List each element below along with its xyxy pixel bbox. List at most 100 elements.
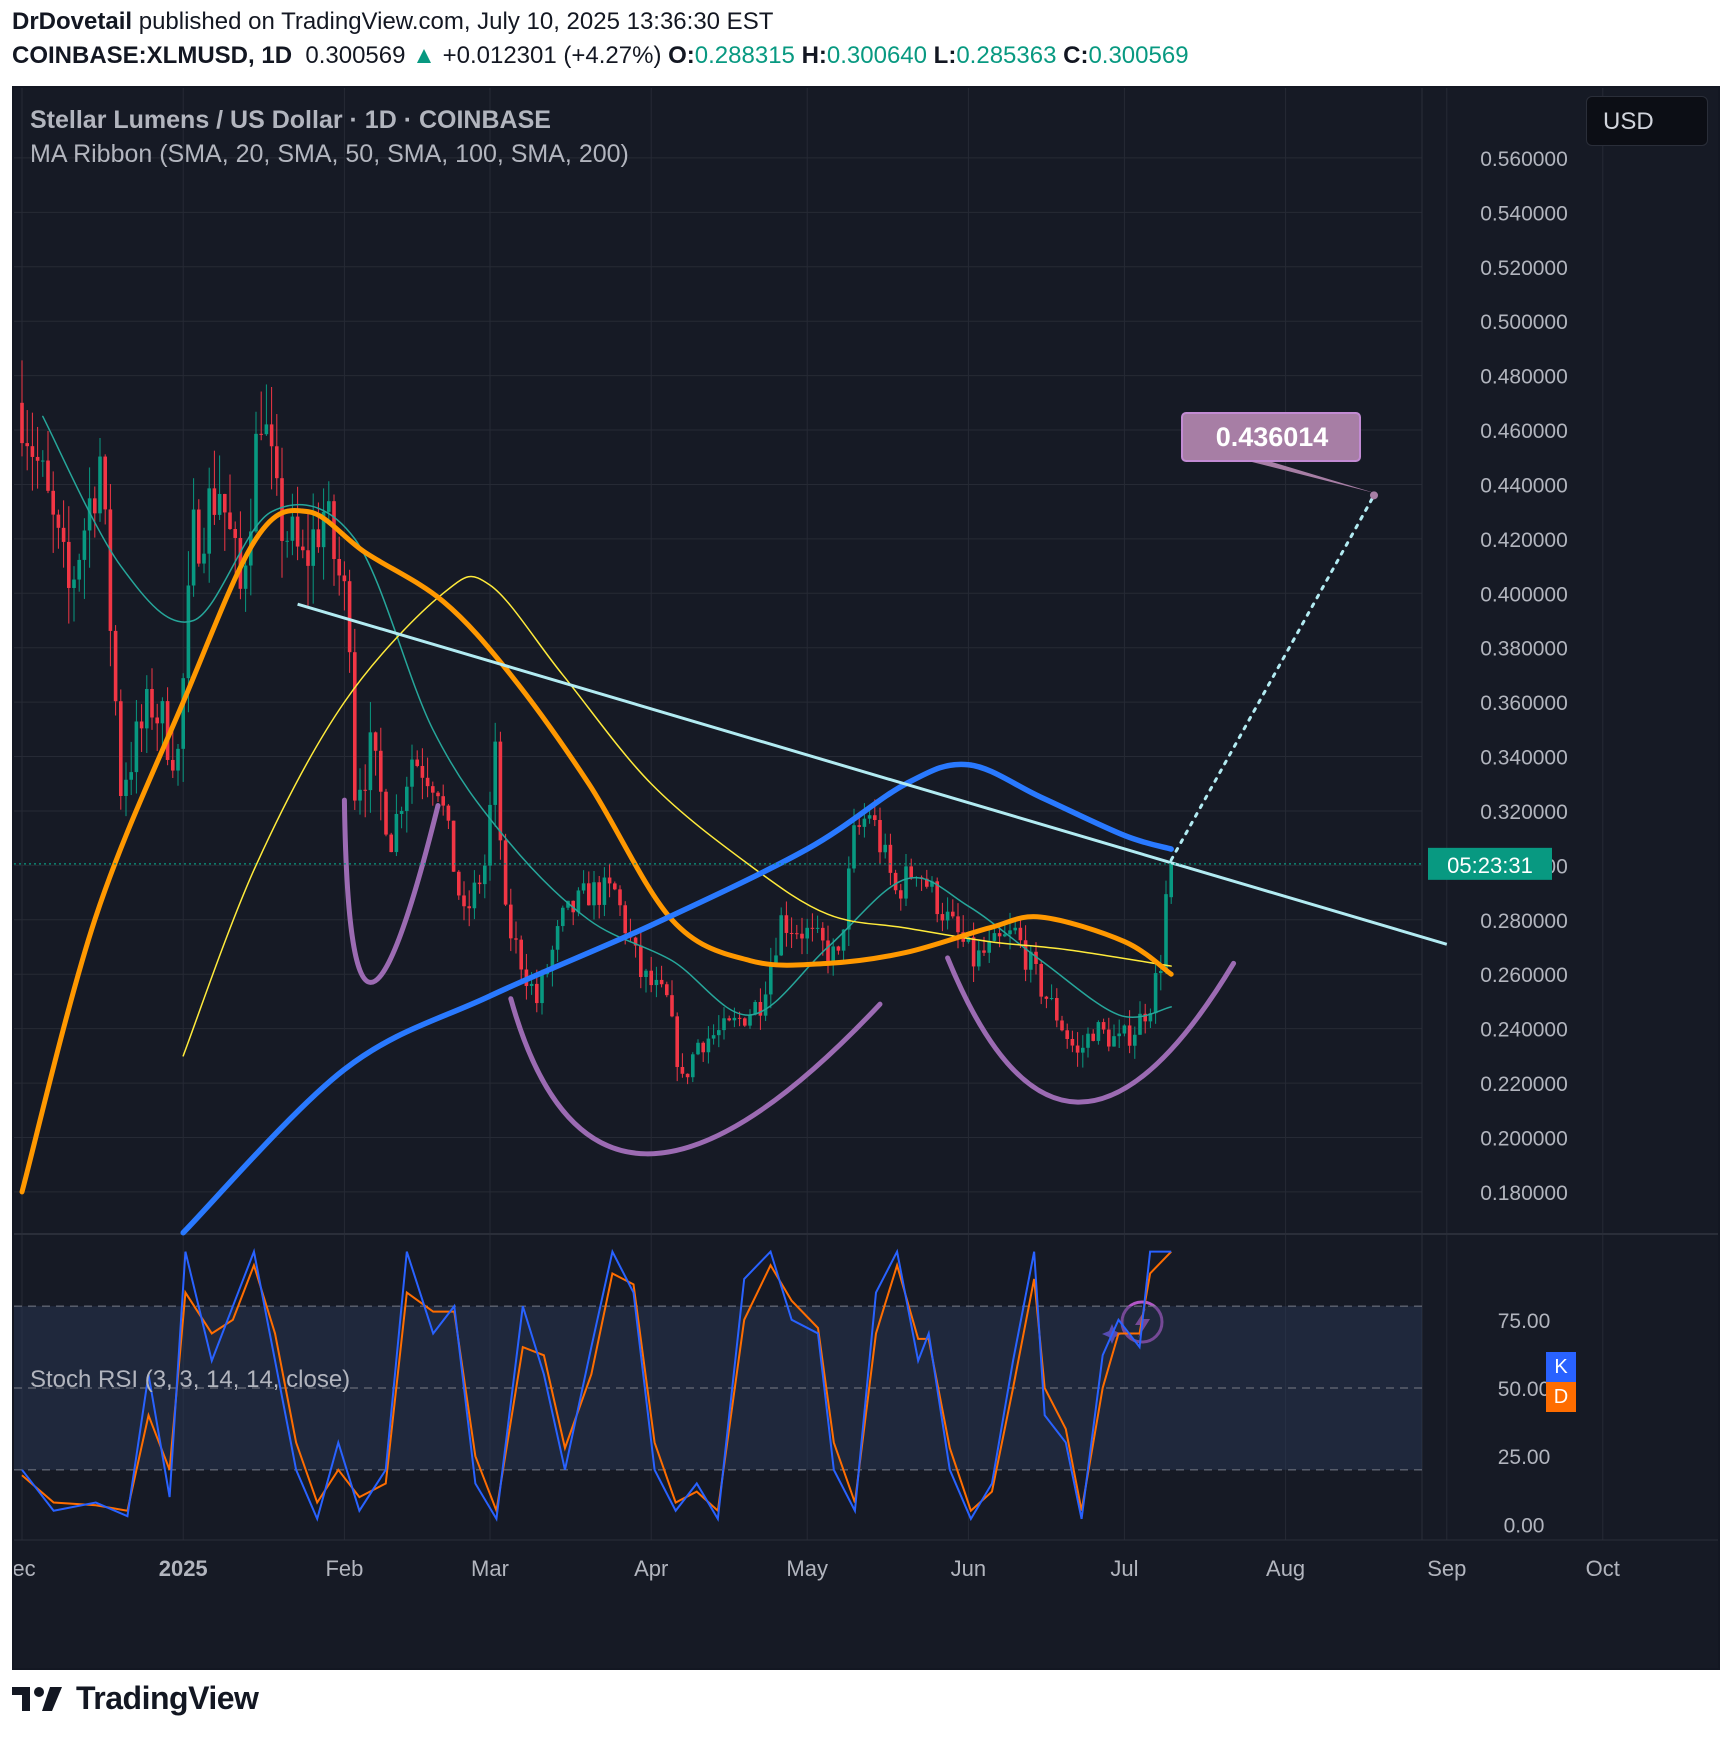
publish-info: published on TradingView.com, July 10, 2…	[138, 8, 774, 35]
candle-body	[332, 501, 336, 559]
candle-body	[103, 456, 107, 510]
candle-body	[763, 994, 768, 1016]
candle-body	[1143, 1013, 1147, 1022]
candle-body	[592, 882, 596, 906]
currency-button[interactable]: USD	[1586, 96, 1708, 146]
time-axis-label: Jul	[1110, 1556, 1138, 1581]
candle-body	[394, 813, 399, 853]
candle-body	[1169, 863, 1173, 898]
candle-body	[862, 818, 867, 827]
candle-body	[61, 527, 66, 542]
candle-body	[160, 701, 165, 724]
candle-body	[815, 927, 820, 929]
target-callout-box	[1181, 412, 1361, 462]
candle-body	[82, 530, 87, 560]
candle-body	[467, 906, 471, 909]
trendline	[297, 602, 1448, 946]
candle-body	[784, 915, 789, 933]
candle-body	[472, 882, 477, 909]
candle-body	[925, 878, 929, 887]
candle-body	[1133, 1034, 1137, 1046]
candle-body	[353, 652, 357, 801]
candle-body	[1003, 934, 1007, 937]
candle-body	[722, 1018, 726, 1031]
candle-body	[30, 446, 35, 457]
candle-body	[1055, 998, 1059, 1021]
candle-body	[789, 932, 794, 934]
publish-line: DrDovetail published on TradingView.com,…	[12, 8, 773, 36]
candle-body	[509, 904, 513, 939]
candle-body	[737, 1017, 742, 1019]
chart-title: Stellar Lumens / US Dollar · 1D · COINBA…	[30, 106, 551, 134]
candle-body	[420, 765, 425, 778]
ma-line-sma100	[19, 508, 1174, 1195]
candle-body	[935, 881, 939, 915]
stoch-rsi-legend[interactable]: Stoch RSI (3, 3, 14, 14, close)	[30, 1366, 351, 1393]
candle-body	[810, 927, 815, 929]
candle-body	[602, 877, 607, 905]
candle-body	[186, 585, 191, 679]
candle-body	[514, 938, 518, 940]
candle-body	[1044, 996, 1049, 999]
candle-body	[639, 945, 643, 977]
candle-body	[321, 511, 326, 548]
candle-body	[779, 915, 783, 956]
candle-body	[316, 529, 321, 548]
candle-body	[20, 402, 24, 444]
candle-body	[275, 446, 279, 479]
candle-body	[1075, 1045, 1080, 1053]
ma-line-sma20	[42, 415, 1172, 1018]
candle-body	[384, 791, 388, 835]
target-label: 0.436014	[1216, 422, 1329, 452]
candle-body	[893, 872, 898, 891]
candle-body	[176, 748, 180, 771]
chart-frame[interactable]: 0.560000 0.540000 0.520000 0.500000 0.480000…	[12, 86, 1720, 1670]
candle-body	[290, 516, 295, 541]
candle-body	[451, 820, 456, 872]
candle-body	[706, 1038, 711, 1053]
cup-arc-2	[508, 996, 883, 1157]
price-axis-label: 0.240000	[1480, 1019, 1568, 1042]
candle-body	[399, 810, 404, 814]
candle-body	[1049, 998, 1054, 1000]
candle-body	[1013, 927, 1017, 931]
candle-body	[930, 881, 934, 887]
candle-body	[119, 701, 123, 796]
countdown-label: 05:23:31	[1447, 853, 1533, 878]
candle-body	[171, 759, 175, 771]
candles-group	[20, 360, 1173, 1085]
candle-body	[327, 501, 331, 512]
candle-body	[415, 759, 419, 766]
candle-body	[1096, 1022, 1101, 1041]
candle-body	[675, 1016, 679, 1067]
candle-body	[67, 541, 71, 588]
candle-body	[940, 914, 945, 921]
candle-body	[696, 1042, 700, 1055]
candle-body	[129, 772, 133, 780]
time-axis-label: Oct	[1586, 1556, 1620, 1581]
candle-body	[1138, 1013, 1142, 1035]
stoch-axis-label: 50.00	[1498, 1378, 1551, 1401]
candle-body	[1153, 973, 1158, 1014]
candle-body	[108, 509, 113, 631]
candle-body	[987, 940, 991, 953]
ma-ribbon-legend[interactable]: MA Ribbon (SMA, 20, SMA, 50, SMA, 100, S…	[30, 140, 629, 168]
candle-body	[41, 460, 45, 462]
price-chart[interactable]: 0.560000 0.540000 0.520000 0.500000 0.480000…	[14, 88, 1718, 1668]
projection-line	[1169, 493, 1376, 862]
price-axis-label: 0.480000	[1480, 366, 1568, 389]
candle-body	[191, 509, 196, 586]
candle-body	[717, 1030, 721, 1036]
candle-body	[165, 701, 170, 760]
candle-body	[379, 750, 383, 792]
time-axis-label: Sep	[1427, 1556, 1466, 1581]
author-name[interactable]: DrDovetail	[12, 8, 133, 35]
high-label: H:	[801, 42, 827, 69]
footer-logo[interactable]: TradingView	[12, 1680, 259, 1717]
price-axis-label: 0.540000	[1480, 202, 1568, 225]
candle-body	[358, 789, 362, 801]
candle-body	[405, 786, 409, 811]
price-axis-label: 0.180000	[1480, 1182, 1568, 1205]
candle-body	[56, 514, 61, 528]
candle-body	[753, 1002, 757, 1015]
